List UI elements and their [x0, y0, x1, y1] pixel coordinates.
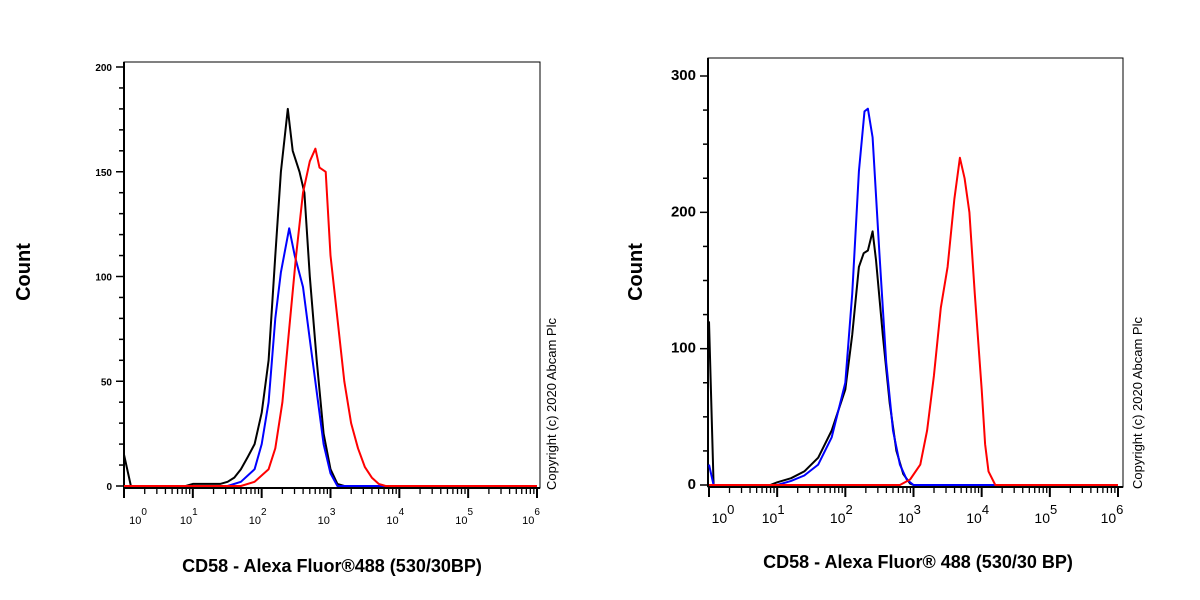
x-tick-label: 101 — [180, 507, 198, 527]
x-tick-label: 105 — [1034, 502, 1057, 526]
histogram-series-2 — [708, 107, 1118, 486]
x-tick-label: 102 — [830, 502, 853, 526]
y-tick-label: 300 — [671, 67, 696, 84]
chart-1: 0 50 100 150 200 100 101 102 103 104 105 106 Count CD… — [13, 61, 559, 576]
y-tick-label: 200 — [95, 63, 112, 74]
histogram-series-3 — [124, 147, 537, 487]
copyright-annotation: Copyright (c) 2020 Abcam Plc — [1130, 317, 1145, 489]
y-tick-label: 100 — [671, 340, 696, 357]
y-axis-label: Count — [625, 243, 647, 301]
chart-2: 0 100 200 300 100 101 102 103 104 105 106 Count CD58… — [625, 57, 1145, 572]
x-tick-label: 101 — [762, 502, 785, 526]
y-tick-label: 50 — [101, 377, 113, 388]
x-tick-label: 106 — [1101, 502, 1124, 526]
y-tick-label: 150 — [95, 168, 112, 179]
x-axis-label: CD58 - Alexa Fluor®488 (530/30BP) — [182, 556, 482, 576]
x-tick-label: 103 — [318, 507, 336, 527]
x-tick-label: 100 — [129, 507, 147, 527]
x-tick-label: 104 — [966, 502, 989, 526]
histogram-series-1 — [708, 230, 1118, 486]
x-tick-label: 102 — [249, 507, 267, 527]
y-tick-label: 0 — [106, 482, 112, 493]
histogram-series-2 — [124, 227, 537, 487]
x-tick-label: 105 — [455, 507, 473, 527]
x-tick-label: 104 — [386, 507, 404, 527]
y-tick-label: 200 — [671, 203, 696, 220]
copyright-annotation: Copyright (c) 2020 Abcam Plc — [544, 318, 559, 490]
x-axis-label: CD58 - Alexa Fluor® 488 (530/30 BP) — [763, 552, 1073, 572]
y-tick-label: 100 — [95, 273, 112, 284]
y-axis-label: Count — [13, 243, 35, 301]
histogram-series-3 — [709, 156, 1118, 486]
x-tick-label: 106 — [522, 507, 540, 527]
x-tick-label: 100 — [712, 502, 735, 526]
histogram-series-1 — [123, 107, 537, 487]
plot-frame — [707, 57, 1124, 488]
x-tick-label: 103 — [898, 502, 921, 526]
y-tick-label: 0 — [688, 476, 696, 493]
